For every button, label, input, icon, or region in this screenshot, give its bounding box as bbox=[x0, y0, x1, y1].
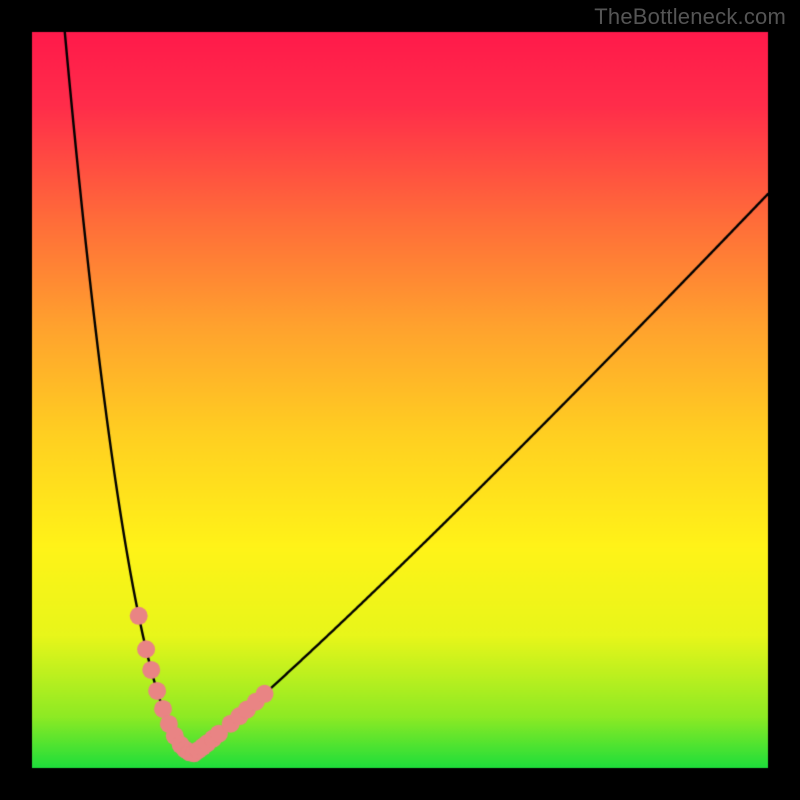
chart-stage: TheBottleneck.com bbox=[0, 0, 800, 800]
watermark-text: TheBottleneck.com bbox=[594, 4, 786, 30]
bottleneck-curve-chart bbox=[0, 0, 800, 800]
